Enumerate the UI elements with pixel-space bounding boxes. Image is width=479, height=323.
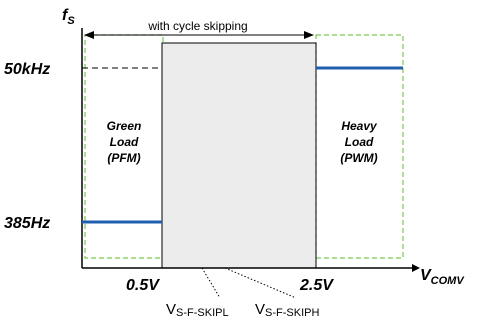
threshold-skiph-label: VS-F-SKIPH	[255, 301, 319, 319]
skiph-leader-line	[224, 267, 297, 299]
skip-label-bg	[128, 18, 268, 33]
x-tick-2.5v: 2.5V	[299, 277, 334, 294]
threshold-skipl-label: VS-F-SKIPL	[166, 301, 229, 319]
skip-arrow-right-head	[304, 31, 314, 39]
y-tick-50khz: 50kHz	[4, 61, 50, 78]
green-load-line2: Load	[110, 135, 139, 149]
skip-arrow-left-head	[84, 31, 94, 39]
green-load-line1: Green	[107, 119, 142, 133]
green-load-line3: (PFM)	[107, 151, 140, 165]
green-load-region	[84, 34, 164, 259]
y-axis-label: fS	[62, 7, 75, 27]
heavy-load-line3: (PWM)	[340, 151, 377, 165]
heavy-load-line2: Load	[345, 135, 374, 149]
skip-label: with cycle skipping	[147, 19, 247, 33]
x-axis-label: VCOMV	[420, 267, 465, 287]
x-axis-arrowhead	[412, 264, 420, 272]
cycle-skip-region	[161, 42, 317, 269]
heavy-load-line1: Heavy	[341, 119, 378, 133]
skipl-leader-line	[201, 267, 221, 299]
x-tick-0.5v: 0.5V	[126, 277, 160, 294]
y-tick-385hz: 385Hz	[4, 215, 50, 232]
